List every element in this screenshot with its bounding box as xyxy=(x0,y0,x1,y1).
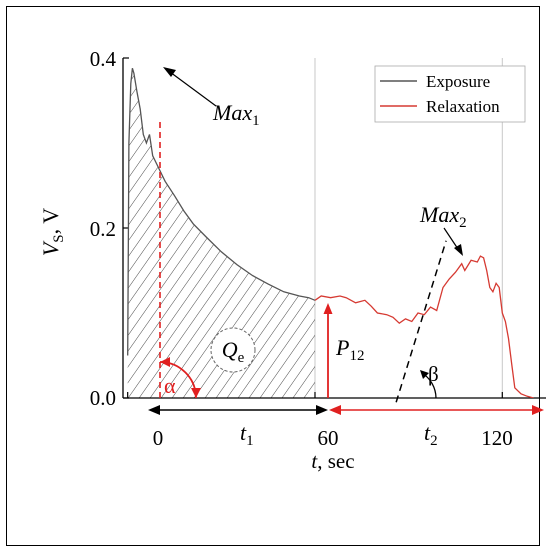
legend: Exposure Relaxation xyxy=(374,65,526,123)
legend-label-exposure: Exposure xyxy=(426,72,490,91)
t2-arrow-left xyxy=(329,405,341,415)
t1-label: t1 xyxy=(240,420,254,449)
legend-box xyxy=(374,65,526,123)
qe-label-circle xyxy=(210,327,256,373)
tangent-dashed-line xyxy=(395,240,447,403)
qe-hatched-area xyxy=(127,68,316,398)
t1-arrow-right xyxy=(316,405,328,415)
alpha-arc-arrow-end xyxy=(191,388,201,398)
max2-label: Max2 xyxy=(419,202,467,231)
t2-label: t2 xyxy=(424,420,438,449)
p12-arrow-head xyxy=(323,303,333,314)
y-tick-label-2: 0.4 xyxy=(90,47,117,71)
x-tick-label-2: 120 xyxy=(481,426,513,450)
relaxation-line xyxy=(314,255,534,398)
y-axis-label: VS, V xyxy=(38,208,67,256)
t1-arrow-left xyxy=(148,405,160,415)
qe-label: Qe xyxy=(222,337,245,366)
x-tick-label-0: 0 xyxy=(153,426,164,450)
x-tick-label-1: 60 xyxy=(318,426,339,450)
figure-frame xyxy=(6,6,540,546)
y-tick-label-1: 0.2 xyxy=(90,217,116,241)
alpha-arc-arrow-start xyxy=(160,357,170,367)
axis-ticks xyxy=(123,57,503,399)
p12-label: P12 xyxy=(335,335,364,364)
beta-arc-arrow xyxy=(420,370,429,379)
max1-label: Max1 xyxy=(212,100,260,129)
exposure-line xyxy=(127,68,316,356)
y-tick-label-0: 0.0 xyxy=(90,386,116,410)
alpha-label: α xyxy=(164,373,176,398)
max2-arrow-head xyxy=(454,244,463,256)
beta-label: β xyxy=(428,362,439,386)
t2-arrow-right xyxy=(532,405,544,415)
max1-arrow-head xyxy=(163,67,176,77)
max1-arrow-line xyxy=(169,71,217,107)
max2-arrow-line xyxy=(443,227,459,250)
legend-label-relaxation: Relaxation xyxy=(426,97,500,116)
x-axis-label: t, sec xyxy=(311,449,354,473)
svg-text:VS, V: VS, V xyxy=(38,208,67,256)
